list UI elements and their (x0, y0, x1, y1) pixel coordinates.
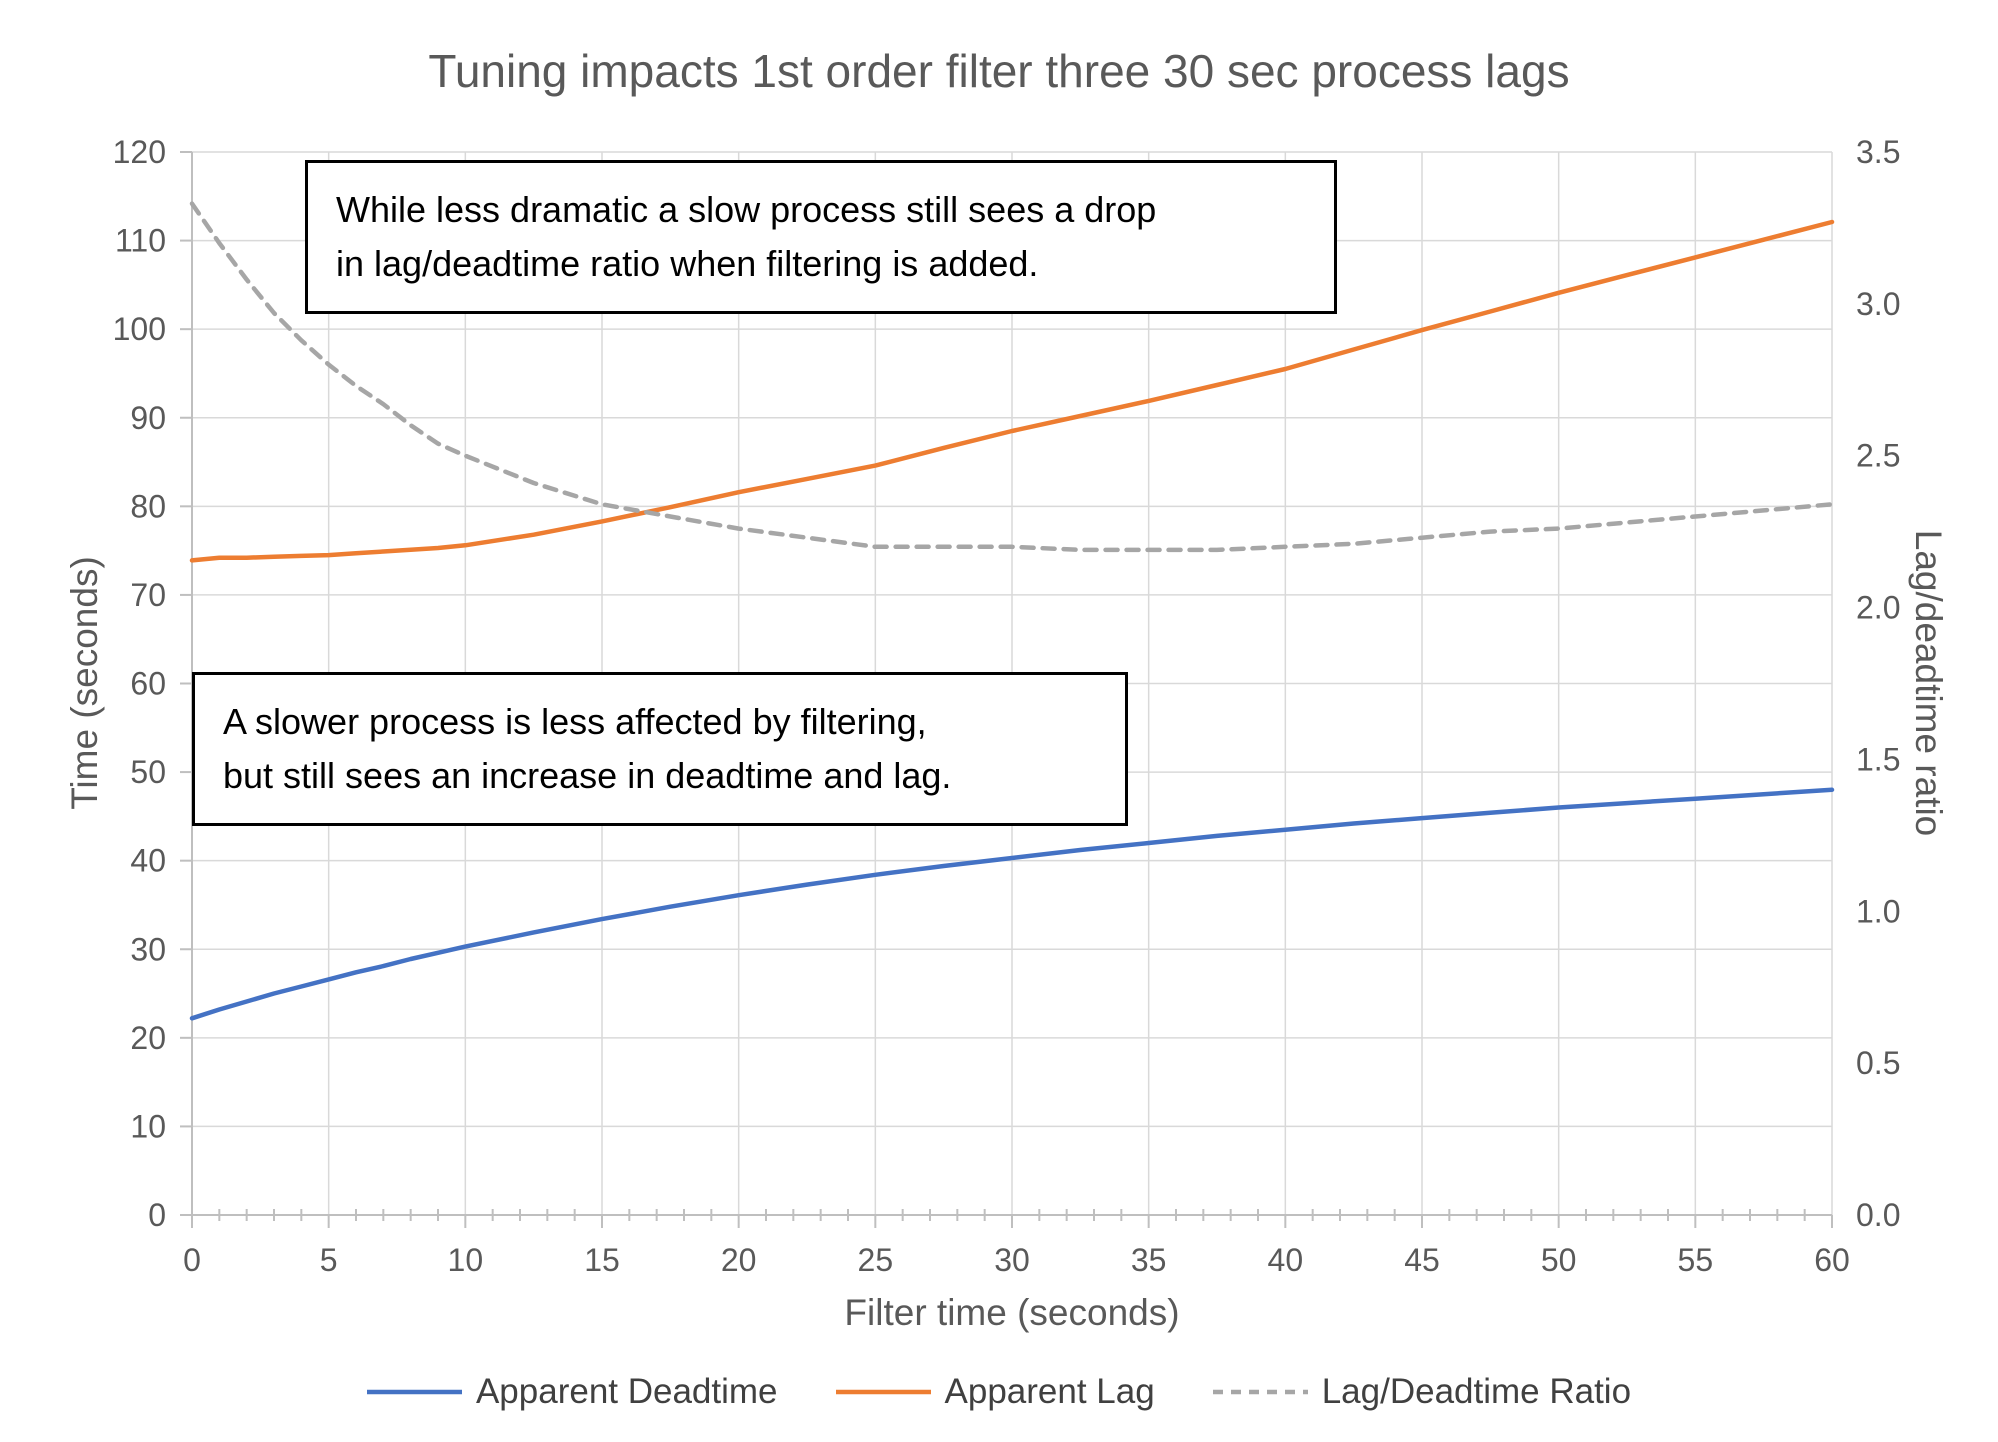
chart-title: Tuning impacts 1st order filter three 30… (428, 45, 1570, 97)
x-tick-label: 40 (1268, 1242, 1304, 1278)
annotation-line: While less dramatic a slow process still… (336, 189, 1157, 230)
y-left-tick-label: 40 (130, 843, 166, 879)
y-left-tick-label: 30 (130, 931, 166, 967)
y-left-tick-label: 120 (113, 134, 166, 170)
legend-line-sample-lag-deadtime-ratio (1212, 1389, 1308, 1395)
series-line-lag-deadtime-ratio (189, 201, 1835, 553)
y-right-tick-label: 1.0 (1856, 893, 1900, 929)
y-right-tick-label: 3.0 (1856, 286, 1900, 322)
x-tick-label: 0 (183, 1242, 201, 1278)
y-axis-title-right: Lag/deadtime ratio (1908, 529, 1949, 837)
y-right-tick-label: 3.5 (1856, 134, 1900, 170)
x-tick-label: 45 (1404, 1242, 1440, 1278)
series-line-apparent-deadtime (189, 787, 1835, 1021)
y-left-tick-label: 0 (148, 1197, 166, 1233)
x-tick-label: 20 (721, 1242, 757, 1278)
annotation-slower-process: A slower process is less affected by fil… (192, 672, 1128, 826)
y-left-tick-label: 20 (130, 1020, 166, 1056)
y-left-tick-label: 70 (130, 577, 166, 613)
y-right-tick-label: 2.5 (1856, 438, 1900, 474)
y-right-tick-label: 1.5 (1856, 741, 1900, 777)
y-left-tick-label: 60 (130, 666, 166, 702)
legend-label-apparent-lag: Apparent Lag (944, 1372, 1155, 1411)
y-axis-title-left: Time (seconds) (64, 556, 105, 810)
legend-label-apparent-deadtime: Apparent Deadtime (475, 1372, 778, 1411)
x-tick-label: 25 (858, 1242, 894, 1278)
x-tick-label: 35 (1131, 1242, 1167, 1278)
legend-item-apparent-deadtime: Apparent Deadtime (366, 1372, 778, 1412)
x-tick-label: 55 (1678, 1242, 1714, 1278)
y-left-tick-label: 80 (130, 488, 166, 524)
chart-legend: Apparent Deadtime Apparent Lag Lag/Deadtim… (0, 1372, 1998, 1412)
legend-item-apparent-lag: Apparent Lag (835, 1372, 1155, 1412)
y-left-tick-label: 100 (113, 311, 166, 347)
annotation-ratio-drop: While less dramatic a slow process still… (305, 160, 1337, 314)
x-tick-label: 30 (994, 1242, 1030, 1278)
legend-line-sample-apparent-deadtime (366, 1389, 462, 1395)
y-left-tick-label: 110 (115, 223, 166, 259)
x-tick-label: 5 (320, 1242, 338, 1278)
annotation-line: in lag/deadtime ratio when filtering is … (336, 243, 1039, 284)
y-left-tick-label: 90 (130, 400, 166, 436)
x-tick-label: 10 (448, 1242, 484, 1278)
y-right-tick-label: 2.0 (1856, 590, 1900, 626)
y-left-tick-label: 50 (130, 754, 166, 790)
x-tick-label: 50 (1541, 1242, 1577, 1278)
x-tick-label: 60 (1814, 1242, 1850, 1278)
legend-line-sample-apparent-lag (835, 1389, 931, 1395)
x-tick-label: 15 (584, 1242, 620, 1278)
series-line-apparent-lag (189, 219, 1835, 563)
y-right-tick-label: 0.0 (1856, 1197, 1900, 1233)
legend-item-lag-deadtime-ratio: Lag/Deadtime Ratio (1212, 1372, 1632, 1412)
annotation-line: but still sees an increase in deadtime a… (223, 755, 952, 796)
y-left-tick-label: 10 (130, 1108, 166, 1144)
y-right-tick-label: 0.5 (1856, 1045, 1900, 1081)
x-axis-title: Filter time (seconds) (844, 1292, 1180, 1333)
annotation-line: A slower process is less affected by fil… (223, 701, 927, 742)
legend-label-lag-deadtime-ratio: Lag/Deadtime Ratio (1321, 1372, 1632, 1411)
